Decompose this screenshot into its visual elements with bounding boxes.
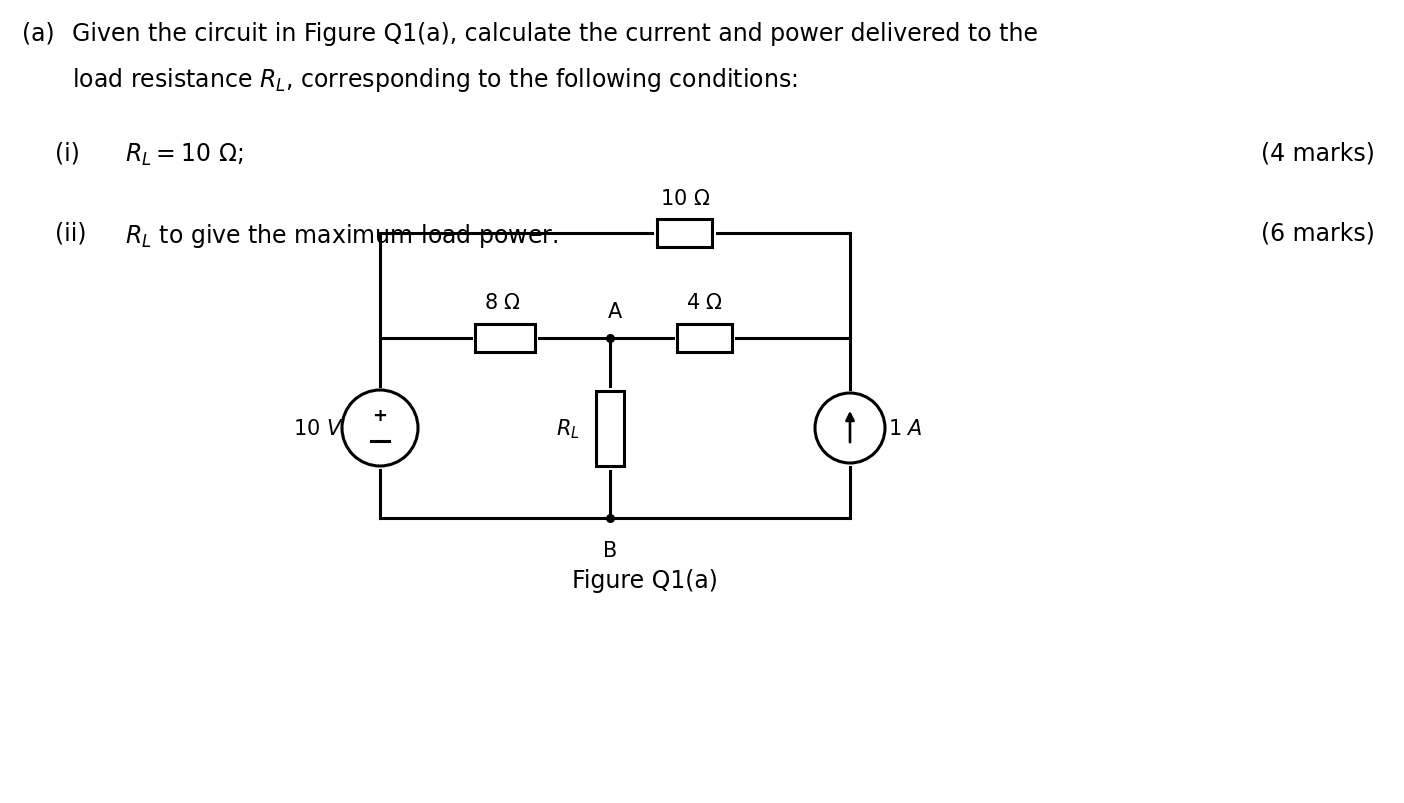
Bar xyxy=(657,220,712,247)
Text: $R_L$: $R_L$ xyxy=(556,417,580,440)
Text: (4 marks): (4 marks) xyxy=(1261,142,1375,165)
Text: load resistance $R_L$, corresponding to the following conditions:: load resistance $R_L$, corresponding to … xyxy=(72,66,797,94)
Text: 1 $A$: 1 $A$ xyxy=(887,418,922,438)
Text: (a): (a) xyxy=(22,22,55,46)
Text: Figure Q1(a): Figure Q1(a) xyxy=(571,569,717,593)
Text: 8 $\Omega$: 8 $\Omega$ xyxy=(484,292,521,312)
Text: B: B xyxy=(602,540,618,560)
Bar xyxy=(475,324,535,353)
Text: 10 $V$: 10 $V$ xyxy=(292,418,344,438)
Text: Given the circuit in Figure Q1(a), calculate the current and power delivered to : Given the circuit in Figure Q1(a), calcu… xyxy=(72,22,1038,46)
Circle shape xyxy=(814,393,885,463)
Text: (6 marks): (6 marks) xyxy=(1261,222,1375,246)
Text: +: + xyxy=(372,406,388,425)
Text: 10 $\Omega$: 10 $\Omega$ xyxy=(660,189,710,209)
Bar xyxy=(678,324,733,353)
Bar xyxy=(597,391,623,466)
Circle shape xyxy=(343,390,418,467)
Text: A: A xyxy=(608,302,622,321)
Text: $R_L = 10\ \Omega$;: $R_L = 10\ \Omega$; xyxy=(125,142,243,168)
Text: (i): (i) xyxy=(55,142,80,165)
Text: $R_L$ to give the maximum load power.: $R_L$ to give the maximum load power. xyxy=(125,222,559,250)
Text: 4 $\Omega$: 4 $\Omega$ xyxy=(687,292,723,312)
Text: (ii): (ii) xyxy=(55,222,87,246)
